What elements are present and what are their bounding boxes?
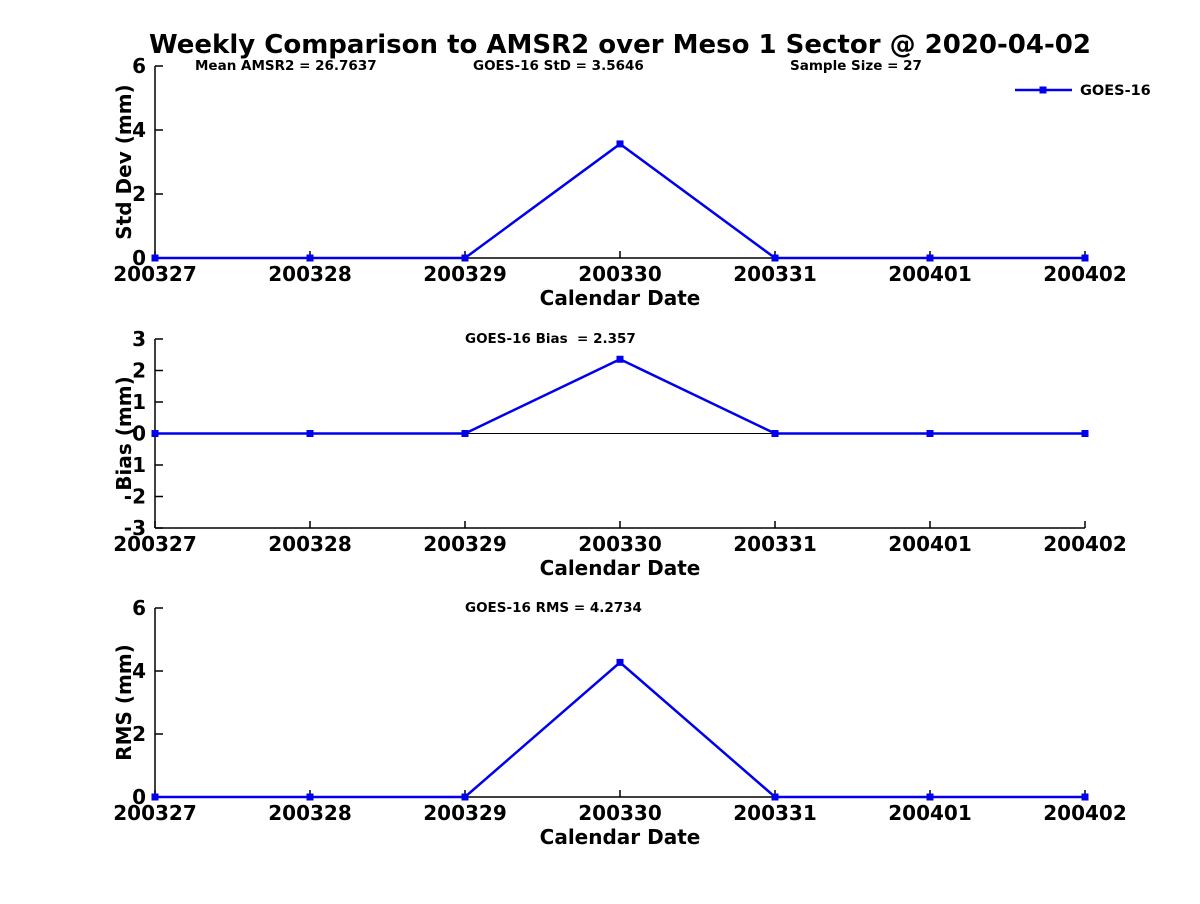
subplot-rms: 0 2 4 6 200327 200328 200329 200330 200331 200401… [112, 596, 1127, 849]
data-point-marker [151, 430, 159, 437]
y-axis-title: RMS (mm) [112, 644, 136, 761]
x-tick-label: 200331 [733, 262, 817, 286]
y-axis-title: Bias (mm) [112, 376, 136, 490]
x-tick-label: 200401 [888, 262, 972, 286]
y-tick-label: -3 [124, 516, 146, 540]
y-tick-label: 6 [132, 54, 146, 78]
y-tick-label: -1 [124, 453, 146, 477]
legend: GOES-16 [1015, 83, 1151, 99]
y-tick-label: -2 [124, 485, 146, 509]
x-tick-label: 200327 [113, 532, 197, 556]
x-tick-label: 200402 [1043, 262, 1127, 286]
x-tick-label: 200330 [578, 532, 662, 556]
x-tick-label: 200327 [113, 262, 197, 286]
data-point-marker [461, 254, 469, 262]
data-point-marker [461, 430, 469, 437]
y-tick-label: 0 [132, 785, 146, 809]
data-point-marker [616, 140, 624, 148]
y-tick-label: 0 [132, 246, 146, 270]
subplot-bias: -3 -2 -1 0 1 2 3 200327 200328 200329 200330 200331… [112, 327, 1127, 580]
subplots-group: 0 2 4 6 200327 200328 200329 200330 200331 200401… [112, 54, 1151, 849]
x-axis-title: Calendar Date [540, 825, 701, 849]
subplot-annotation: Sample Size = 27 [790, 58, 922, 74]
data-point-marker [306, 793, 314, 801]
subplot-annotation: GOES-16 Bias = 2.357 [465, 331, 636, 347]
y-axis-title: Std Dev (mm) [112, 84, 136, 239]
data-point-marker [771, 430, 779, 437]
x-axis-title: Calendar Date [540, 556, 701, 580]
data-point-marker [151, 793, 159, 801]
x-tick-label: 200328 [268, 532, 352, 556]
y-tick-label: 2 [132, 182, 146, 206]
y-tick-label: 4 [132, 659, 146, 683]
data-point-marker [461, 793, 469, 801]
subplot-annotation: GOES-16 RMS = 4.2734 [465, 600, 642, 616]
data-point-marker [1081, 254, 1089, 262]
y-tick-label: 3 [132, 327, 146, 351]
x-tick-label: 200401 [888, 532, 972, 556]
x-tick-label: 200331 [733, 801, 817, 825]
data-point-marker [771, 254, 779, 262]
x-tick-label: 200329 [423, 801, 507, 825]
x-tick-label: 200331 [733, 532, 817, 556]
data-line [155, 357, 1085, 435]
y-tick-label: 6 [132, 596, 146, 620]
y-tick-label: 0 [132, 422, 146, 446]
x-tick-label: 200402 [1043, 532, 1127, 556]
y-tick-label: 1 [132, 390, 146, 414]
y-tick-label: 4 [132, 118, 146, 142]
x-tick-label: 200328 [268, 262, 352, 286]
data-point-marker [306, 430, 314, 437]
data-point-marker [306, 254, 314, 262]
data-point-marker [926, 254, 934, 262]
x-tick-label: 200330 [578, 801, 662, 825]
x-tick-label: 200401 [888, 801, 972, 825]
x-tick-label: 200329 [423, 532, 507, 556]
data-line [155, 660, 1085, 799]
y-tick-label: 2 [132, 722, 146, 746]
subplot-annotation: GOES-16 StD = 3.5646 [473, 58, 644, 74]
x-tick-label: 200329 [423, 262, 507, 286]
data-point-marker [616, 355, 624, 363]
x-tick-label: 200402 [1043, 801, 1127, 825]
y-tick-label: 2 [132, 359, 146, 383]
data-line [155, 142, 1085, 260]
data-point-marker [151, 254, 159, 262]
data-point-marker [616, 658, 624, 666]
data-point-marker [1081, 430, 1089, 437]
x-tick-label: 200330 [578, 262, 662, 286]
figure-title: Weekly Comparison to AMSR2 over Meso 1 S… [149, 30, 1091, 60]
x-tick-label: 200327 [113, 801, 197, 825]
subplot-std-dev: 0 2 4 6 200327 200328 200329 200330 200331 200401… [112, 54, 1151, 310]
legend-marker [1039, 86, 1047, 94]
data-point-marker [771, 793, 779, 801]
x-tick-label: 200328 [268, 801, 352, 825]
data-point-marker [1081, 793, 1089, 801]
x-axis-title: Calendar Date [540, 286, 701, 310]
subplot-annotation: Mean AMSR2 = 26.7637 [195, 58, 377, 74]
legend-label: GOES-16 [1080, 83, 1151, 99]
data-point-marker [926, 793, 934, 801]
data-point-marker [926, 430, 934, 437]
